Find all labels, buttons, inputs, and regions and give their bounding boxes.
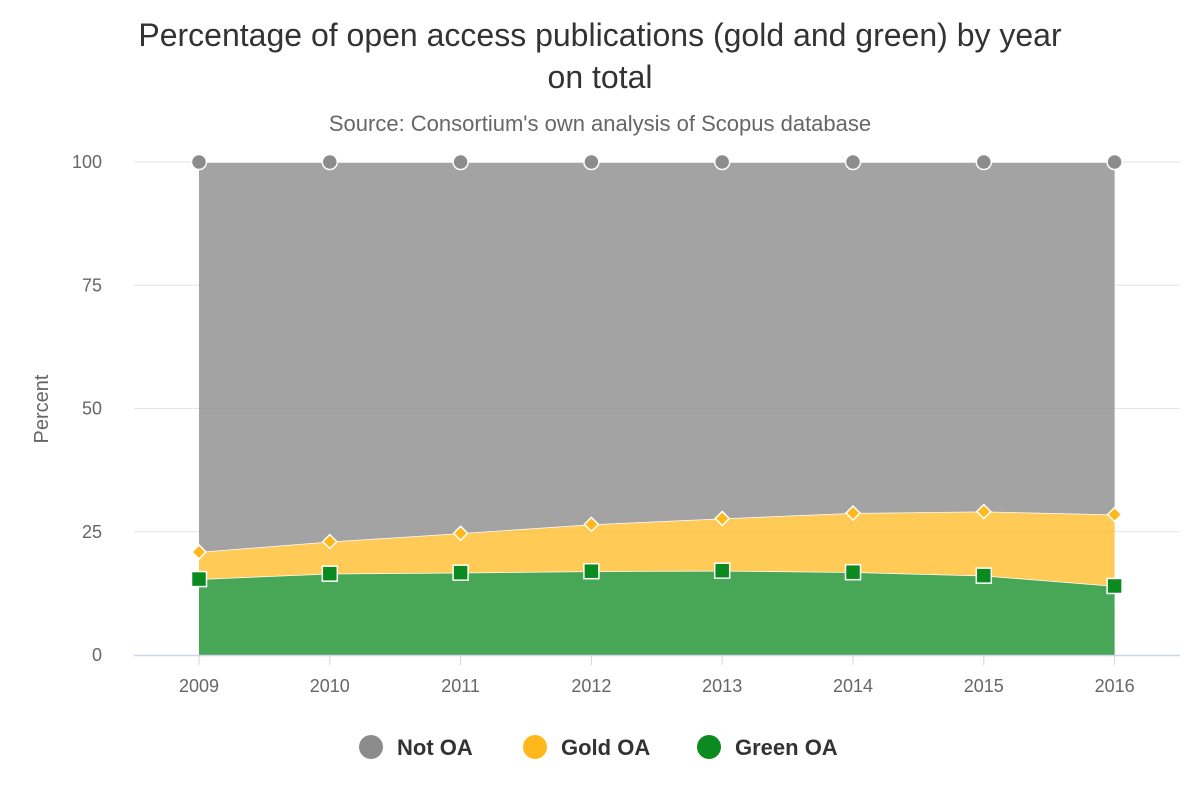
marker-not-oa[interactable] — [975, 153, 993, 171]
marker-not-oa[interactable] — [452, 153, 469, 171]
x-tick-label: 2012 — [571, 676, 611, 696]
axes: 0 25 50 75 100 2009 2010 2011 2012 2013 2014 2015 20… — [72, 152, 1180, 696]
marker-gold-oa[interactable] — [321, 533, 338, 550]
legend-label: Not OA — [397, 735, 473, 760]
legend-swatch — [697, 735, 721, 759]
marker-gold-oa[interactable] — [714, 510, 731, 527]
marker-green-oa[interactable] — [1106, 577, 1123, 595]
marker-green-oa[interactable] — [583, 562, 600, 580]
marker-not-oa[interactable] — [583, 153, 600, 171]
marker-gold-oa[interactable] — [975, 503, 992, 520]
legend-label: Green OA — [735, 735, 838, 760]
marker-not-oa[interactable] — [844, 153, 862, 171]
marker-green-oa[interactable] — [844, 563, 862, 581]
y-tick-label: 25 — [82, 522, 102, 542]
legend-item-gold-oa[interactable]: Gold OA — [523, 735, 650, 760]
x-tick-label: 2009 — [179, 676, 219, 696]
area-not-oa — [199, 162, 1115, 552]
marker-not-oa[interactable] — [713, 153, 731, 171]
chart-title-line-1: Percentage of open access publications (… — [138, 17, 1062, 53]
marker-green-oa[interactable] — [190, 570, 208, 588]
legend: Not OA Gold OA Green OA — [359, 735, 838, 760]
plot-areas — [198, 161, 1115, 655]
marker-not-oa[interactable] — [190, 153, 208, 171]
chart-subtitle: Source: Consortium's own analysis of Sco… — [329, 111, 871, 136]
legend-item-green-oa[interactable]: Green OA — [697, 735, 838, 760]
area-gold-oa — [199, 511, 1115, 586]
chart-title-line-2: on total — [548, 59, 653, 95]
marker-not-oa[interactable] — [1106, 153, 1123, 171]
marker-gold-oa[interactable] — [1106, 506, 1123, 523]
y-tick-label: 75 — [82, 275, 102, 295]
marker-green-oa[interactable] — [452, 564, 469, 581]
legend-label: Gold OA — [561, 735, 650, 760]
x-tick-label: 2013 — [702, 676, 742, 696]
marker-gold-oa[interactable] — [583, 516, 600, 533]
marker-green-oa[interactable] — [713, 562, 731, 579]
x-tick-label: 2014 — [833, 676, 873, 696]
x-tick-label: 2016 — [1095, 676, 1135, 696]
area-green-oa — [199, 570, 1115, 655]
marker-gold-oa[interactable] — [452, 525, 469, 542]
x-tick-label: 2011 — [441, 676, 480, 696]
x-tick-label: 2010 — [310, 676, 350, 696]
y-axis-title: Percent — [31, 374, 53, 443]
legend-item-not-oa[interactable]: Not OA — [359, 735, 473, 760]
y-tick-label: 0 — [92, 645, 102, 665]
legend-swatch — [359, 735, 383, 759]
marker-not-oa[interactable] — [321, 153, 339, 171]
y-tick-label: 50 — [82, 399, 102, 419]
marker-gold-oa[interactable] — [844, 504, 862, 522]
marker-gold-oa[interactable] — [190, 543, 208, 561]
y-tick-label: 100 — [72, 152, 102, 172]
marker-green-oa[interactable] — [975, 567, 993, 584]
marker-green-oa[interactable] — [321, 565, 339, 582]
data-markers — [190, 153, 1123, 595]
legend-swatch — [523, 735, 547, 759]
x-tick-label: 2015 — [964, 676, 1004, 696]
